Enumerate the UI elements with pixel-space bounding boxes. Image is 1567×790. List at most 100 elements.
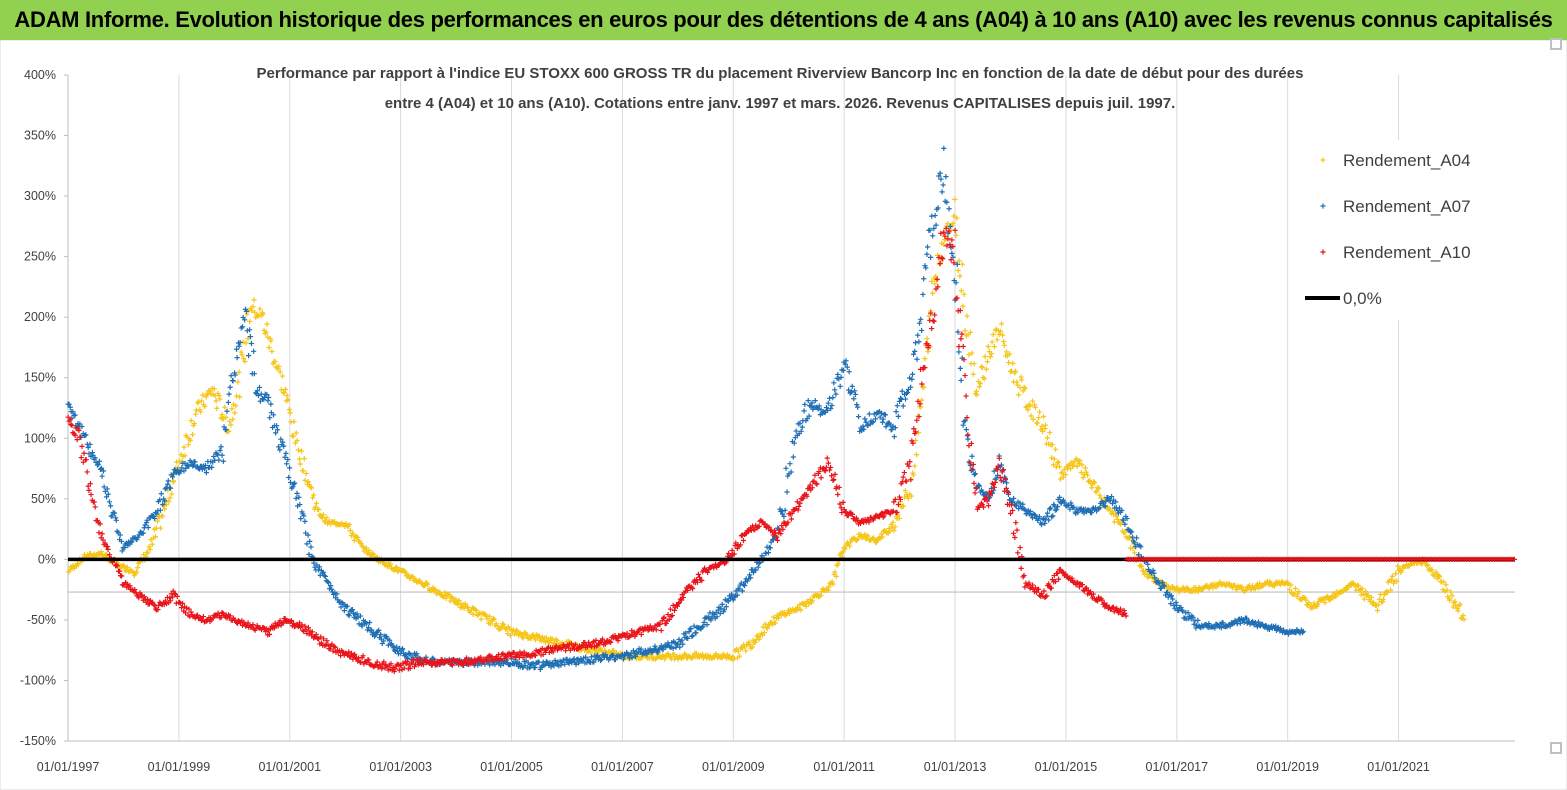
point-rendement-a07 (899, 388, 905, 394)
point-rendement-a07 (1172, 606, 1178, 612)
y-tick-label: 250% (24, 250, 56, 264)
point-rendement-a10 (947, 241, 953, 248)
point-rendement-a04 (941, 241, 947, 248)
point-rendement-a07 (891, 434, 897, 440)
point-rendement-a04 (402, 570, 409, 576)
point-rendement-a10 (794, 499, 800, 505)
point-rendement-a07 (236, 343, 242, 349)
point-rendement-a04 (876, 535, 882, 541)
point-rendement-a07 (106, 499, 113, 505)
point-rendement-a04 (1325, 593, 1331, 600)
point-rendement-a07 (851, 388, 858, 394)
point-rendement-a04 (234, 393, 240, 399)
resize-handle-top-right[interactable] (1550, 38, 1562, 50)
resize-handle-bottom-right[interactable] (1550, 742, 1562, 754)
point-rendement-a04 (597, 645, 603, 651)
point-rendement-a07 (936, 173, 942, 179)
point-rendement-a07 (957, 365, 963, 371)
point-rendement-a07 (265, 398, 271, 404)
point-rendement-a10 (438, 656, 444, 663)
point-rendement-a10 (287, 619, 294, 625)
point-rendement-a07 (1057, 494, 1063, 500)
point-rendement-a10 (298, 624, 304, 631)
point-rendement-a04 (826, 584, 832, 590)
point-rendement-a04 (291, 418, 297, 425)
point-rendement-a04 (1368, 594, 1374, 600)
point-rendement-a07 (354, 611, 360, 617)
point-rendement-a07 (239, 324, 246, 330)
point-rendement-a07 (291, 481, 297, 487)
point-rendement-a07 (251, 371, 257, 377)
point-rendement-a07 (700, 623, 706, 629)
point-rendement-a10 (778, 531, 784, 537)
chart-title-line-2: entre 4 (A04) et 10 ans (A10). Cotations… (385, 95, 1176, 112)
point-rendement-a07 (719, 601, 725, 607)
point-rendement-a10 (1069, 575, 1075, 581)
point-rendement-a04 (1109, 509, 1116, 515)
point-rendement-a04 (1097, 492, 1103, 498)
point-rendement-a10 (414, 658, 420, 664)
point-rendement-a04 (1010, 360, 1016, 366)
point-rendement-a04 (296, 456, 303, 462)
point-rendement-a04 (276, 363, 282, 370)
point-rendement-a04 (873, 539, 880, 545)
point-rendement-a10 (1057, 566, 1063, 572)
point-rendement-a07 (400, 646, 406, 652)
point-rendement-a04 (523, 632, 529, 639)
point-rendement-a10 (263, 629, 269, 635)
point-rendement-a07 (946, 206, 952, 212)
point-rendement-a04 (978, 364, 985, 370)
point-rendement-a10 (1117, 608, 1123, 615)
point-rendement-a10 (608, 639, 614, 645)
point-rendement-a07 (767, 545, 773, 551)
point-rendement-a07 (1174, 602, 1180, 608)
point-rendement-a07 (854, 402, 860, 408)
point-rendement-a10 (186, 606, 192, 612)
point-rendement-a04 (1374, 607, 1381, 614)
point-rendement-a07 (897, 395, 904, 401)
point-rendement-a10 (309, 629, 315, 635)
point-rendement-a04 (543, 635, 549, 641)
point-rendement-a07 (573, 661, 579, 668)
point-rendement-a04 (169, 491, 175, 497)
point-rendement-a04 (243, 340, 249, 346)
point-rendement-a07 (247, 334, 253, 340)
point-rendement-a10 (1087, 589, 1094, 595)
point-rendement-a04 (281, 390, 287, 396)
point-rendement-a04 (275, 366, 281, 372)
point-rendement-a10 (910, 440, 916, 446)
point-rendement-a04 (1437, 574, 1443, 580)
point-rendement-a07 (338, 604, 344, 610)
point-rendement-a10 (667, 606, 674, 612)
point-rendement-a04 (994, 337, 1000, 343)
point-rendement-a07 (660, 646, 666, 653)
point-rendement-a04 (997, 328, 1004, 334)
y-tick-label: 100% (24, 431, 56, 445)
point-rendement-a04 (170, 478, 177, 484)
point-rendement-a07 (92, 455, 98, 461)
point-rendement-a04 (1231, 582, 1237, 588)
point-rendement-a10 (992, 479, 998, 485)
point-rendement-a07 (87, 441, 93, 447)
point-rendement-a10 (967, 460, 973, 466)
point-rendement-a10 (305, 625, 312, 631)
point-rendement-a07 (274, 423, 280, 429)
point-rendement-a07 (296, 494, 302, 500)
point-rendement-a10 (969, 466, 975, 472)
point-rendement-a04 (930, 290, 936, 296)
point-rendement-a04 (1000, 332, 1006, 338)
point-rendement-a07 (344, 603, 350, 609)
point-rendement-a04 (1344, 586, 1350, 592)
point-rendement-a07 (359, 623, 365, 629)
point-rendement-a10 (996, 455, 1002, 461)
point-rendement-a07 (693, 630, 699, 636)
point-rendement-a10 (409, 660, 415, 666)
point-rendement-a07 (1021, 506, 1027, 512)
point-rendement-a04 (554, 637, 560, 644)
point-rendement-a10 (694, 579, 701, 585)
point-rendement-a10 (170, 594, 176, 600)
point-rendement-a07 (1067, 506, 1073, 512)
point-rendement-a07 (297, 501, 303, 508)
point-rendement-a10 (77, 434, 83, 440)
point-rendement-a07 (1185, 610, 1191, 616)
